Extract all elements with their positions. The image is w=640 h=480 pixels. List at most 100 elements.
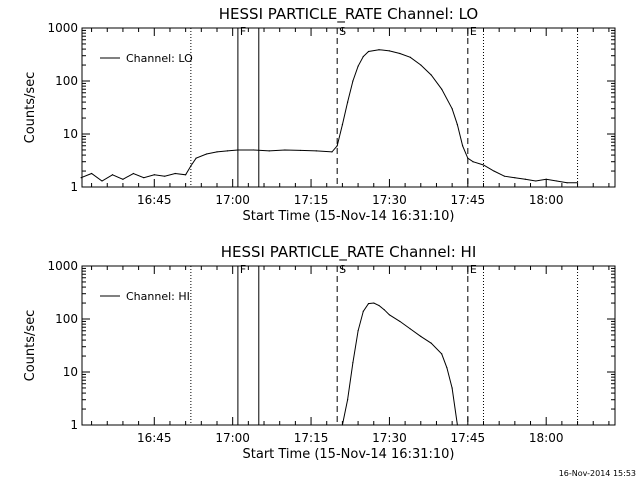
data-point [164,175,166,177]
data-point [174,172,176,175]
data-point [451,108,453,110]
x-axis-label: Start Time (15-Nov-14 16:31:10) [243,209,455,224]
data-point [441,353,443,355]
event-marker-label: F [240,263,246,276]
y-tick-label: 100 [55,74,78,88]
data-point [373,302,375,304]
data-point [409,328,411,330]
data-point [362,55,364,58]
data-point [493,170,495,172]
data-point [341,124,344,126]
series-line [80,49,578,184]
data-point [461,145,464,147]
data-point [399,320,401,323]
data-point [383,309,385,311]
data-point [122,178,124,180]
data-point [367,303,370,305]
data-point [467,157,469,159]
data-point [367,50,370,53]
data-point [430,342,432,344]
data-point [195,157,197,159]
data-point [503,175,505,177]
series-line [341,302,458,426]
data-point [378,49,380,51]
data-point [341,424,344,426]
y-tick-label: 1000 [47,259,78,273]
legend-label: Channel: LO [126,52,193,65]
data-point [378,304,380,307]
x-tick-label: 16:45 [137,193,172,207]
data-point [514,177,516,179]
event-marker-label: E [470,263,477,276]
data-point [185,174,187,176]
data-point [362,310,364,312]
y-axis-label: Counts/sec [23,72,38,144]
y-axis-label: Counts/sec [23,310,38,382]
data-point [347,101,349,103]
event-marker-label: S [339,263,346,276]
y-tick-label: 10 [63,365,78,379]
data-point [420,335,422,337]
y-tick-label: 1 [70,180,78,194]
x-tick-label: 18:00 [529,431,564,445]
timestamp-footer: 16-Nov-2014 15:53 [558,469,636,478]
data-point [315,150,317,152]
data-point [357,65,359,67]
data-point [237,149,239,151]
data-point [430,74,432,76]
x-tick-label: 17:15 [294,193,329,207]
data-point [153,174,155,176]
data-point [535,180,537,182]
data-point [451,387,453,389]
data-point [299,149,302,152]
y-tick-label: 1000 [47,21,78,35]
y-tick-label: 10 [63,127,78,141]
event-marker-label: S [339,25,346,38]
data-point [111,174,114,176]
plot-frame [81,27,616,188]
data-point [252,149,255,151]
data-point [409,56,411,58]
chart-panel-2: HESSI PARTICLE_RATE Channel: HI 1 10 100 100… [23,243,616,462]
data-point [331,151,333,153]
legend-label: Channel: HI [126,290,190,303]
chart-title: HESSI PARTICLE_RATE Channel: HI [221,243,477,262]
data-point [482,164,485,166]
x-tick-label: 17:45 [451,431,486,445]
data-point [268,150,270,152]
data-point [456,124,458,126]
y-tick-label: 1 [70,418,78,432]
data-point [420,64,422,66]
x-tick-label: 17:15 [294,431,329,445]
data-point [190,165,192,167]
data-point [216,151,218,153]
data-point [399,52,401,55]
data-point [336,145,338,147]
data-point [284,149,286,151]
data-point [132,172,134,175]
data-point [524,178,526,180]
plot-frame [81,265,616,426]
event-marker-label: F [240,25,246,38]
data-point [90,172,93,175]
data-point [388,314,391,316]
data-point [80,177,82,179]
x-tick-label: 18:00 [529,193,564,207]
data-point [556,180,558,182]
data-point [143,177,145,179]
data-point [101,180,103,182]
chart-title: HESSI PARTICLE_RATE Channel: LO [219,5,478,24]
event-marker-label: E [470,25,477,38]
data-point [205,153,208,155]
data-point [388,50,391,52]
data-point [472,161,474,163]
chart-panel-1: HESSI PARTICLE_RATE Channel: LO 1 10 100 100… [23,5,616,224]
x-tick-label: 16:45 [137,431,172,445]
x-tick-label: 17:00 [215,431,250,445]
data-point [347,399,349,401]
data-point [226,150,229,152]
data-point [352,362,354,364]
data-point [357,330,359,332]
data-point [446,367,448,369]
